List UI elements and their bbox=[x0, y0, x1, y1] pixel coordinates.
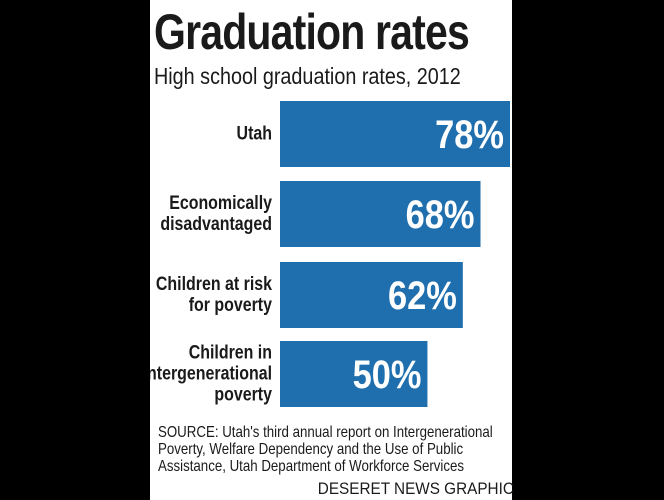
category-label-1-line-0: Economically bbox=[169, 192, 272, 214]
bar-3 bbox=[280, 341, 428, 407]
value-label-1: 68% bbox=[406, 192, 475, 237]
category-label-3-line-0: Children in bbox=[189, 341, 272, 363]
chart-subtitle: High school graduation rates, 2012 bbox=[154, 63, 461, 89]
category-label-1-line-1: disadvantaged bbox=[160, 213, 272, 235]
value-label-0: 78% bbox=[435, 112, 504, 157]
category-label-3-line-2: poverty bbox=[214, 383, 272, 405]
category-label-2-line-0: Children at risk bbox=[156, 273, 272, 295]
category-label-0-line-0: Utah bbox=[237, 122, 272, 144]
category-label-2-line-1: for poverty bbox=[189, 294, 273, 316]
chart-title: Graduation rates bbox=[154, 4, 470, 60]
bar-1 bbox=[280, 181, 481, 247]
credit-line: DESERET NEWS GRAPHIC bbox=[317, 479, 514, 498]
graphic-panel: Graduation rates High school graduation … bbox=[150, 0, 514, 500]
value-label-3: 50% bbox=[353, 352, 422, 397]
bar-2 bbox=[280, 262, 463, 328]
category-label-3-line-1: intergenerational bbox=[150, 362, 272, 384]
value-label-2: 62% bbox=[388, 273, 457, 318]
source-note: SOURCE: Utah's third annual report on In… bbox=[158, 424, 493, 475]
bar-0 bbox=[280, 101, 510, 167]
